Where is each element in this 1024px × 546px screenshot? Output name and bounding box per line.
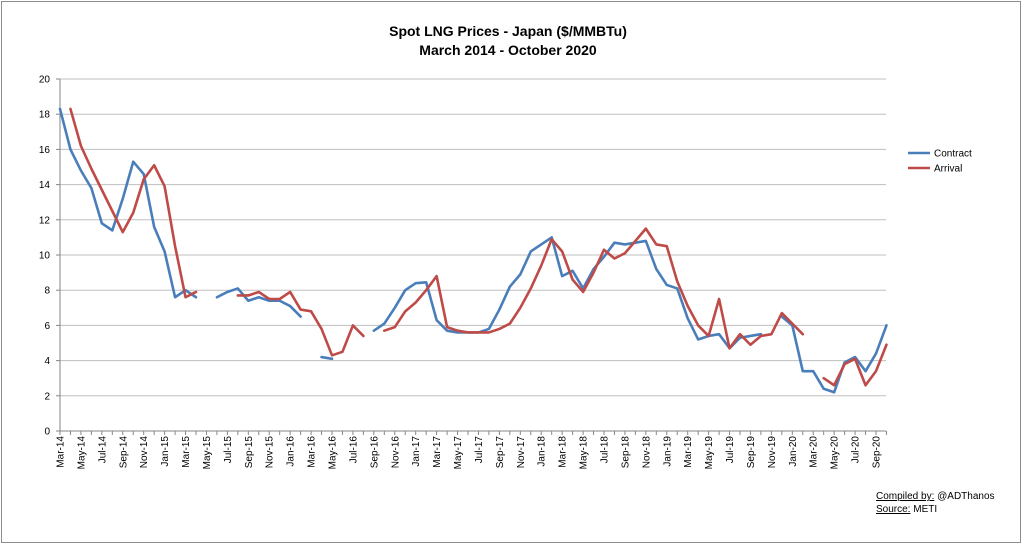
x-tick-label: Jul-20: [851, 436, 862, 464]
y-tick-label: 8: [44, 286, 50, 297]
compiled-label: Compiled by:: [876, 491, 935, 502]
y-tick-label: 2: [44, 391, 50, 402]
x-tick-label: Jan-19: [662, 436, 673, 467]
y-tick-label: 10: [39, 251, 51, 262]
x-tick-label: May-14: [76, 436, 87, 470]
x-tick-label: Nov-18: [641, 436, 652, 469]
x-tick-label: Nov-14: [139, 436, 150, 469]
series-line-contract: [215, 287, 302, 318]
y-tick-label: 14: [39, 180, 51, 191]
x-tick-label: Jan-18: [537, 436, 548, 467]
compiled-by: Compiled by: @ADThanos: [876, 490, 995, 503]
x-tick-label: Mar-15: [181, 436, 192, 468]
x-tick-label: Nov-17: [516, 436, 527, 469]
x-tick-label: May-17: [453, 436, 464, 470]
series-line-arrival: [236, 290, 365, 357]
x-tick-label: Sep-19: [746, 436, 757, 469]
x-tick-label: Mar-16: [307, 436, 318, 468]
y-tick-label: 18: [39, 110, 51, 121]
chart-title: Spot LNG Prices - Japan ($/MMBTu): [389, 23, 627, 39]
series-line-arrival: [383, 227, 805, 350]
x-tick-label: Mar-17: [432, 436, 443, 468]
series-line-contract: [320, 355, 334, 361]
x-tick-label: Mar-14: [56, 436, 67, 468]
y-tick-label: 20: [39, 75, 51, 86]
series-line-contract: [780, 315, 888, 394]
series-line-contract: [58, 107, 198, 299]
x-tick-label: May-18: [579, 436, 590, 470]
x-tick-label: Jan-15: [160, 436, 171, 467]
credits: Compiled by: @ADThanos Source: METI: [876, 490, 995, 516]
x-tick-label: Sep-20: [872, 436, 883, 469]
x-tick-label: Jul-14: [97, 436, 108, 464]
legend-label-contract: Contract: [934, 149, 972, 160]
source: Source: METI: [876, 503, 995, 516]
x-tick-label: May-20: [830, 436, 841, 470]
x-tick-label: Mar-18: [558, 436, 569, 468]
x-tick-label: Jul-17: [474, 436, 485, 464]
y-tick-label: 12: [39, 215, 51, 226]
source-value: METI: [910, 504, 938, 515]
x-tick-label: Jan-17: [411, 436, 422, 467]
x-tick-label: Mar-19: [683, 436, 694, 468]
x-tick-label: May-15: [202, 436, 213, 470]
y-tick-label: 0: [44, 427, 50, 438]
x-tick-label: Jan-16: [286, 436, 297, 467]
series-line-contract: [372, 236, 763, 350]
x-tick-label: May-16: [328, 436, 339, 470]
source-label: Source:: [876, 504, 911, 515]
compiled-value: @ADThanos: [934, 491, 995, 502]
x-tick-label: Nov-16: [390, 436, 401, 469]
legend-label-arrival: Arrival: [934, 164, 962, 175]
x-tick-label: Nov-19: [767, 436, 778, 469]
y-tick-label: 4: [44, 356, 50, 367]
x-tick-label: Jul-19: [725, 436, 736, 464]
x-tick-label: Mar-20: [809, 436, 820, 468]
x-tick-label: Nov-15: [265, 436, 276, 469]
x-tick-label: Sep-15: [244, 436, 255, 469]
x-tick-label: Sep-14: [118, 436, 129, 469]
x-tick-label: May-19: [704, 436, 715, 470]
series-line-arrival: [822, 343, 888, 387]
x-tick-label: Jan-20: [788, 436, 799, 467]
y-tick-label: 6: [44, 321, 50, 332]
x-tick-label: Jul-15: [223, 436, 234, 464]
x-tick-label: Sep-16: [369, 436, 380, 469]
x-tick-label: Jul-16: [348, 436, 359, 464]
y-tick-label: 16: [39, 145, 51, 156]
chart-subtitle: March 2014 - October 2020: [419, 42, 597, 58]
x-tick-label: Jul-18: [600, 436, 611, 464]
x-tick-label: Sep-18: [620, 436, 631, 469]
x-tick-label: Sep-17: [495, 436, 506, 469]
series-line-arrival: [69, 107, 198, 299]
